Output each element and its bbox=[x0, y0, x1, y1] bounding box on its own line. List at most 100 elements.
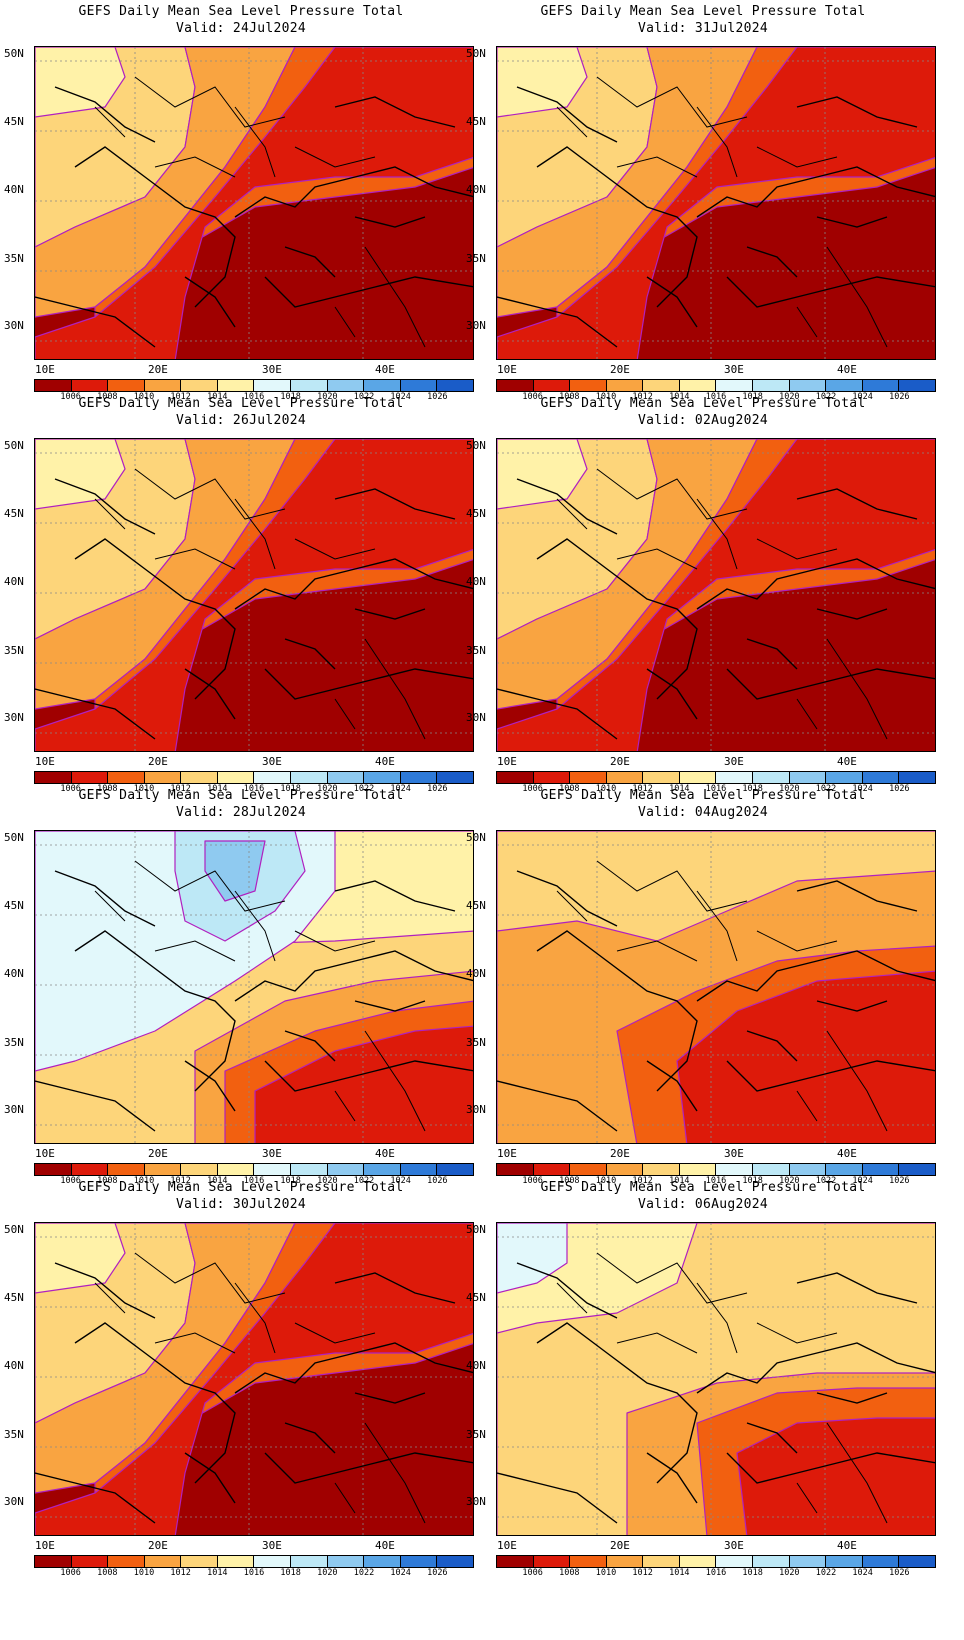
map-panel: GEFS Daily Mean Sea Level Pressure Total… bbox=[0, 0, 482, 410]
colorbar-cell bbox=[862, 1164, 900, 1175]
colorbar-cell bbox=[35, 1556, 72, 1567]
pressure-band bbox=[35, 1223, 473, 1535]
colorbar-cell bbox=[606, 380, 644, 391]
colorbar-cell bbox=[254, 1556, 292, 1567]
colorbar-cell bbox=[144, 380, 182, 391]
pressure-map bbox=[34, 830, 474, 1144]
coastline bbox=[35, 870, 473, 1132]
coastline bbox=[35, 86, 473, 348]
colorbar-label: 1018 bbox=[280, 392, 301, 402]
panel-title: GEFS Daily Mean Sea Level Pressure Total bbox=[540, 4, 866, 19]
valid-date: Valid: 31Jul2024 bbox=[637, 21, 769, 36]
colorbar-label: 1012 bbox=[170, 1176, 191, 1186]
colorbar-label: 1016 bbox=[705, 392, 727, 402]
colorbar-cell bbox=[679, 772, 717, 783]
lat-tick-label: 50N bbox=[466, 439, 486, 452]
country-borders bbox=[556, 468, 888, 740]
colorbar-label: 1018 bbox=[280, 1176, 301, 1186]
colorbar-label: 1008 bbox=[97, 1568, 118, 1578]
pressure-band bbox=[497, 47, 588, 118]
valid-date: Valid: 30Jul2024 bbox=[175, 1197, 307, 1212]
colorbar-cell bbox=[643, 1164, 680, 1175]
lon-tick-label: 30E bbox=[262, 755, 282, 768]
lon-tick-label: 10E bbox=[497, 755, 517, 768]
pressure-band bbox=[736, 1417, 935, 1535]
colorbar-cell bbox=[364, 380, 401, 391]
panel-title: GEFS Daily Mean Sea Level Pressure Total bbox=[78, 1180, 404, 1195]
country-borders bbox=[94, 1252, 426, 1524]
colorbar-cell bbox=[327, 1164, 365, 1175]
colorbar-label: 1018 bbox=[742, 784, 763, 794]
colorbar-cell bbox=[400, 1164, 438, 1175]
lat-tick-label: 40N bbox=[4, 183, 24, 196]
map-panel: GEFS Daily Mean Sea Level Pressure Total… bbox=[462, 784, 944, 1194]
panel-title: GEFS Daily Mean Sea Level Pressure Total bbox=[78, 788, 404, 803]
lon-tick-label: 30E bbox=[262, 1147, 282, 1160]
colorbar-cell bbox=[679, 1164, 717, 1175]
pressure-band bbox=[497, 439, 935, 751]
colorbar-label: 1006 bbox=[60, 784, 81, 794]
lat-tick-label: 35N bbox=[4, 1428, 24, 1441]
map-panel: GEFS Daily Mean Sea Level Pressure Total… bbox=[462, 392, 944, 802]
pressure-band bbox=[204, 840, 266, 902]
lon-tick-label: 40E bbox=[375, 1147, 395, 1160]
pressure-map bbox=[34, 1222, 474, 1536]
colorbar-cell bbox=[497, 380, 534, 391]
colorbar-label: 1022 bbox=[353, 784, 375, 794]
lat-tick-label: 45N bbox=[4, 507, 24, 520]
panel-title: GEFS Daily Mean Sea Level Pressure Total bbox=[78, 4, 404, 19]
map-panel: GEFS Daily Mean Sea Level Pressure Total… bbox=[0, 392, 482, 802]
colorbar-label: 1008 bbox=[559, 392, 580, 402]
colorbar-cell bbox=[437, 380, 473, 391]
colorbar-label: 1010 bbox=[133, 1176, 155, 1186]
colorbar-cell bbox=[35, 380, 72, 391]
colorbar-cell bbox=[862, 380, 900, 391]
coastline bbox=[497, 86, 935, 348]
colorbar-cell bbox=[181, 1164, 218, 1175]
pressure-map bbox=[496, 1222, 936, 1536]
colorbar-label: 1018 bbox=[742, 1568, 763, 1578]
colorbar-label: 1018 bbox=[742, 392, 763, 402]
lon-tick-label: 20E bbox=[610, 1539, 630, 1552]
colorbar-cell bbox=[327, 380, 365, 391]
pressure-field bbox=[35, 439, 473, 751]
colorbar-cell bbox=[35, 772, 72, 783]
colorbar-cell bbox=[826, 1556, 863, 1567]
map-panel: GEFS Daily Mean Sea Level Pressure Total… bbox=[0, 784, 482, 1194]
colorbar-label: 1016 bbox=[243, 1176, 265, 1186]
colorbar-label: 1008 bbox=[559, 1568, 580, 1578]
colorbar bbox=[34, 1163, 474, 1176]
colorbar-label: 1014 bbox=[669, 1176, 690, 1186]
colorbar-label: 1020 bbox=[317, 392, 338, 402]
colorbar-cell bbox=[400, 380, 438, 391]
colorbar-label: 1010 bbox=[133, 1568, 155, 1578]
pressure-band bbox=[497, 439, 588, 510]
colorbar-cell bbox=[181, 772, 218, 783]
lon-tick-label: 40E bbox=[375, 755, 395, 768]
colorbar-label: 1020 bbox=[317, 1176, 338, 1186]
colorbar-label: 1022 bbox=[815, 784, 837, 794]
lat-tick-label: 30N bbox=[466, 1103, 486, 1116]
pressure-band bbox=[35, 47, 473, 359]
map-panel: GEFS Daily Mean Sea Level Pressure Total… bbox=[0, 1176, 482, 1586]
colorbar-label: 1022 bbox=[815, 1568, 837, 1578]
lat-tick-label: 35N bbox=[466, 644, 486, 657]
lon-tick-label: 40E bbox=[837, 1147, 857, 1160]
colorbar-cell bbox=[533, 772, 571, 783]
lat-tick-label: 30N bbox=[466, 1495, 486, 1508]
colorbar-label: 1012 bbox=[632, 1176, 653, 1186]
lat-tick-label: 35N bbox=[466, 252, 486, 265]
pressure-field bbox=[497, 47, 935, 359]
pressure-band bbox=[497, 47, 935, 359]
pressure-map bbox=[34, 438, 474, 752]
colorbar-label: 1016 bbox=[243, 784, 265, 794]
lat-tick-label: 50N bbox=[4, 831, 24, 844]
colorbar-label: 1014 bbox=[207, 1568, 228, 1578]
colorbar-cell bbox=[606, 1164, 644, 1175]
lon-tick-label: 20E bbox=[148, 363, 168, 376]
colorbar-cell bbox=[570, 380, 607, 391]
colorbar-label: 1016 bbox=[705, 1176, 727, 1186]
valid-date: Valid: 04Aug2024 bbox=[637, 805, 769, 820]
pressure-field bbox=[35, 1223, 473, 1535]
colorbar-label: 1016 bbox=[705, 1568, 727, 1578]
